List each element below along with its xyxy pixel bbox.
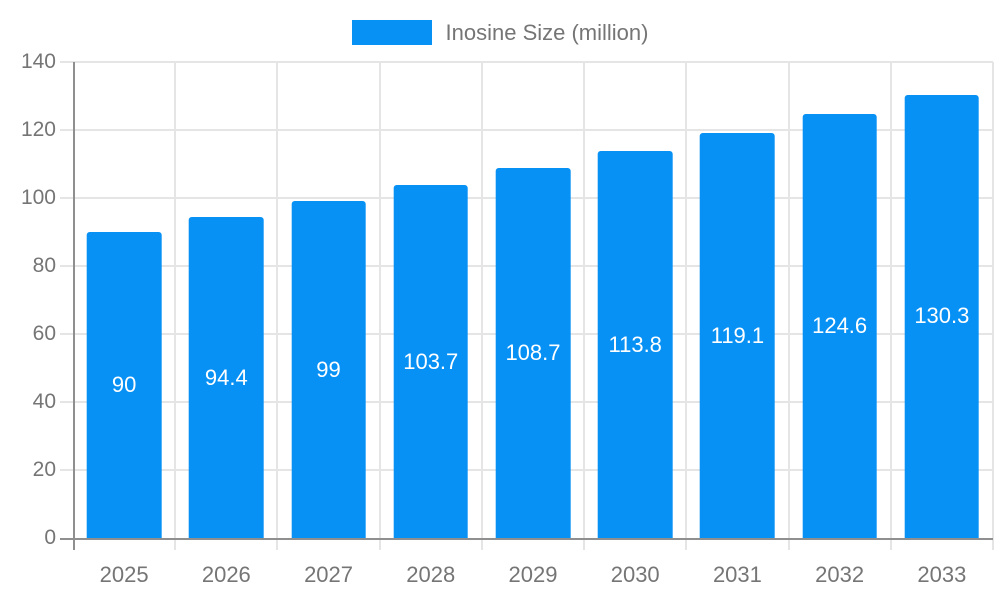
bar-2027: 99	[291, 201, 366, 538]
category-cell-2027: 99 2027	[277, 62, 379, 587]
bar-2025: 90	[86, 232, 162, 538]
y-axis-tick-label: 100	[20, 186, 56, 209]
legend-swatch-icon	[351, 20, 432, 45]
x-axis-tick-label: 2031	[712, 562, 762, 587]
category-cell-2028: 103.7 2028	[380, 62, 482, 587]
horizontal-gridline	[60, 61, 993, 63]
x-axis-tick-label: 2030	[610, 562, 660, 587]
bars-container: 90 2025 94.4 2026 99 2027 103.7 2028 108.7 2029 11…	[73, 62, 993, 587]
bar-value-label: 124.6	[812, 313, 868, 339]
vertical-gridline	[787, 62, 790, 550]
y-axis-tick-label: 40	[32, 390, 56, 413]
bar-2029: 108.7	[495, 168, 571, 538]
vertical-gridline	[685, 62, 688, 550]
bar-2026: 94.4	[189, 217, 264, 538]
bar-2030: 113.8	[597, 151, 673, 538]
bar-value-label: 119.1	[710, 322, 765, 348]
y-axis-labels: 0 20 40 60 80 100 120 140	[0, 0, 56, 600]
bar-2031: 119.1	[700, 133, 775, 538]
vertical-gridline	[992, 62, 994, 550]
vertical-gridline	[378, 62, 381, 550]
x-axis-tick-label: 2026	[201, 562, 251, 587]
x-axis-tick-label: 2029	[508, 562, 558, 587]
y-axis-line	[73, 62, 75, 550]
x-axis-tick-label: 2025	[99, 562, 149, 587]
category-cell-2025: 90 2025	[73, 62, 175, 587]
category-cell-2032: 124.6 2032	[789, 62, 891, 587]
bar-value-label: 113.8	[608, 331, 662, 357]
vertical-gridline	[583, 62, 586, 550]
bar-value-label: 90	[111, 372, 137, 397]
y-axis-tick-label: 0	[44, 526, 56, 549]
category-cell-2031: 119.1 2031	[686, 62, 788, 587]
vertical-gridline	[480, 62, 483, 550]
y-axis-tick-label: 140	[20, 50, 56, 73]
bar-value-label: 108.7	[505, 340, 561, 366]
bar-value-label: 130.3	[914, 303, 970, 329]
category-cell-2026: 94.4 2026	[175, 62, 277, 587]
vertical-gridline	[276, 62, 279, 550]
plot-area: 90 2025 94.4 2026 99 2027 103.7 2028 108.7 2029 11…	[60, 61, 994, 587]
x-axis-tick-label: 2033	[917, 562, 967, 587]
y-axis-tick-label: 120	[20, 118, 56, 141]
legend-item[interactable]: Inosine Size (million)	[351, 20, 649, 45]
bar-2032: 124.6	[802, 114, 877, 538]
vertical-gridline	[889, 62, 892, 550]
bar-2033: 130.3	[904, 94, 980, 538]
y-axis-tick-label: 60	[32, 322, 56, 345]
y-axis-tick-label: 80	[32, 254, 56, 277]
horizontal-gridline	[60, 129, 993, 131]
vertical-gridline	[174, 62, 177, 550]
bar-2028: 103.7	[393, 185, 469, 538]
category-cell-2033: 130.3 2033	[891, 62, 993, 587]
x-axis-line	[60, 538, 993, 540]
x-axis-tick-label: 2032	[815, 562, 865, 587]
bar-value-label: 103.7	[403, 348, 459, 374]
legend: Inosine Size (million)	[0, 20, 1000, 45]
category-cell-2029: 108.7 2029	[482, 62, 584, 587]
x-axis-tick-label: 2027	[304, 562, 354, 587]
x-axis-tick-label: 2028	[406, 562, 456, 587]
category-cell-2030: 113.8 2030	[584, 62, 686, 587]
legend-label: Inosine Size (million)	[445, 20, 649, 45]
bar-value-label: 99	[316, 356, 341, 382]
bar-value-label: 94.4	[204, 364, 248, 390]
y-axis-tick-label: 20	[32, 458, 56, 481]
